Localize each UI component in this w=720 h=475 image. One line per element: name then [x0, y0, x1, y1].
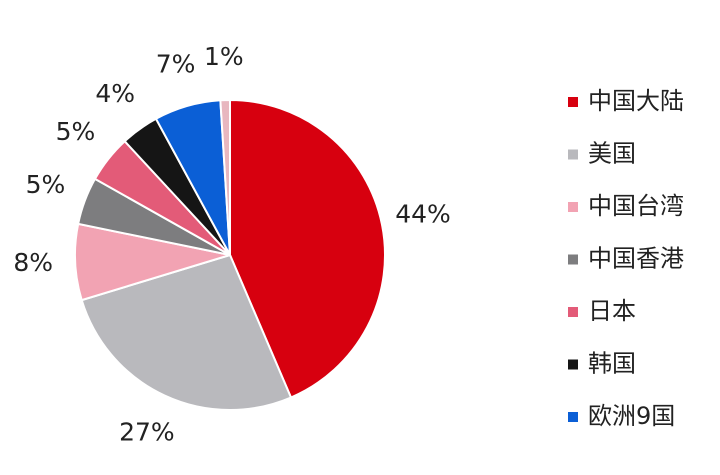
value-label: 7% — [156, 50, 196, 79]
value-label: 44% — [395, 199, 451, 228]
pie-slice — [219, 98, 231, 256]
legend-swatch — [568, 254, 578, 265]
value-label: 4% — [95, 79, 135, 108]
legend-swatch — [568, 412, 578, 422]
legend-label: 欧洲9国 — [588, 402, 675, 430]
legend-swatch — [568, 202, 578, 212]
legend-swatch — [568, 149, 578, 160]
value-label: 8% — [13, 248, 53, 277]
legend-swatch — [568, 307, 578, 317]
legend-label: 韩国 — [588, 350, 636, 378]
value-label: 5% — [56, 117, 96, 146]
legend-swatch — [568, 359, 578, 370]
value-label: 27% — [119, 418, 175, 447]
legend-swatch — [568, 97, 578, 107]
legend-label: 中国香港 — [588, 245, 684, 273]
pie-slice — [80, 253, 293, 411]
value-label: 5% — [26, 170, 66, 199]
value-label: 1% — [204, 42, 244, 71]
legend-label: 中国大陆 — [588, 87, 684, 115]
legend-label: 中国台湾 — [588, 192, 684, 220]
legend-label: 日本 — [588, 297, 636, 325]
legend-label: 美国 — [588, 140, 636, 168]
pie-slice — [229, 98, 386, 399]
